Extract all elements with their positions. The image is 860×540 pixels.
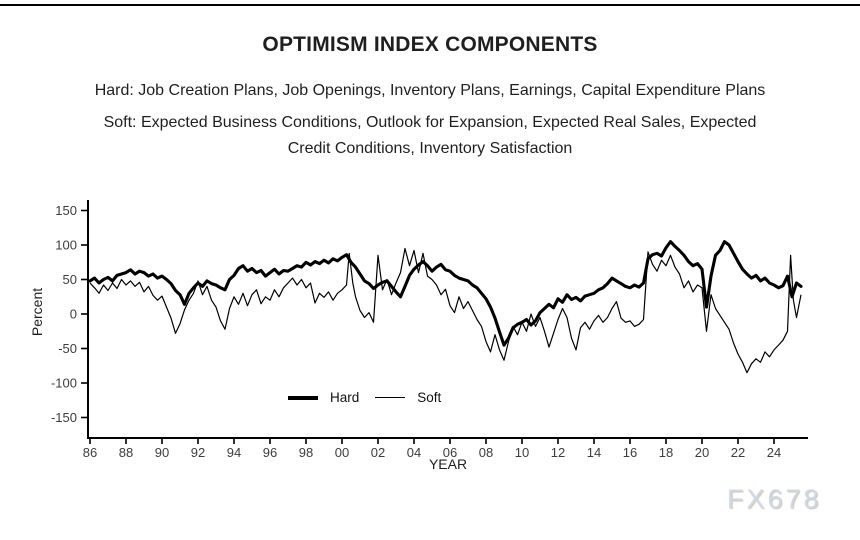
x-tick-label: 04 [407, 445, 421, 460]
x-tick-label: 92 [191, 445, 205, 460]
legend-item-hard: Hard [288, 390, 359, 405]
x-tick-label: 20 [695, 445, 709, 460]
x-tick-label: 98 [299, 445, 313, 460]
x-tick-label: 12 [551, 445, 565, 460]
y-tick-label: 0 [70, 307, 77, 322]
legend-label-soft: Soft [417, 390, 442, 405]
x-tick-label: 96 [263, 445, 277, 460]
soft-description-line2: Credit Conditions, Inventory Satisfactio… [287, 140, 573, 157]
series-hard-line [88, 240, 803, 347]
chart-title: OPTIMISM INDEX COMPONENTS [262, 33, 598, 56]
x-tick-label: 18 [659, 445, 673, 460]
y-tick-label: 50 [63, 272, 77, 287]
x-tick-label: 06 [443, 445, 457, 460]
hard-line-sample-icon [288, 395, 318, 400]
soft-description-line1: Soft: Expected Business Conditions, Outl… [103, 114, 757, 131]
x-axis-ticks: 86 88 90 92 94 96 98 00 02 04 06 08 10 12 14 16 18 20 22 24 [83, 438, 781, 460]
x-tick-label: 00 [335, 445, 349, 460]
y-tick-label: 150 [55, 203, 77, 218]
y-tick-label: -150 [51, 410, 77, 425]
x-axis-label: YEAR [428, 456, 468, 472]
chart-legend: Hard Soft [288, 390, 441, 405]
x-tick-label: 08 [479, 445, 493, 460]
chart-canvas: 150 100 50 0 -50 -100 -150 86 88 90 92 94 96 98 00 02 04… [51, 200, 808, 460]
y-tick-label: -50 [58, 341, 77, 356]
soft-components-description: Soft: Expected Business Conditions, Outl… [0, 110, 860, 162]
legend-item-soft: Soft [375, 390, 441, 405]
x-tick-label: 22 [731, 445, 745, 460]
top-border-rule [0, 4, 860, 6]
soft-line-sample-icon [375, 397, 406, 398]
hard-components-description: Hard: Job Creation Plans, Job Openings, … [94, 82, 766, 99]
x-tick-label: 94 [227, 445, 241, 460]
x-tick-label: 24 [767, 445, 781, 460]
x-tick-label: 90 [155, 445, 169, 460]
y-tick-label: 100 [55, 238, 77, 253]
axes [87, 200, 808, 439]
y-tick-label: -100 [51, 376, 77, 391]
legend-label-hard: Hard [330, 390, 360, 405]
y-axis-ticks: 150 100 50 0 -50 -100 -150 [51, 203, 88, 425]
x-tick-label: 86 [83, 445, 97, 460]
x-tick-label: 14 [587, 445, 601, 460]
series-soft-line [89, 247, 802, 374]
x-tick-label: 88 [119, 445, 133, 460]
x-tick-label: 16 [623, 445, 637, 460]
x-tick-label: 02 [371, 445, 385, 460]
x-tick-label: 10 [515, 445, 529, 460]
watermark: FX678 [727, 484, 822, 514]
